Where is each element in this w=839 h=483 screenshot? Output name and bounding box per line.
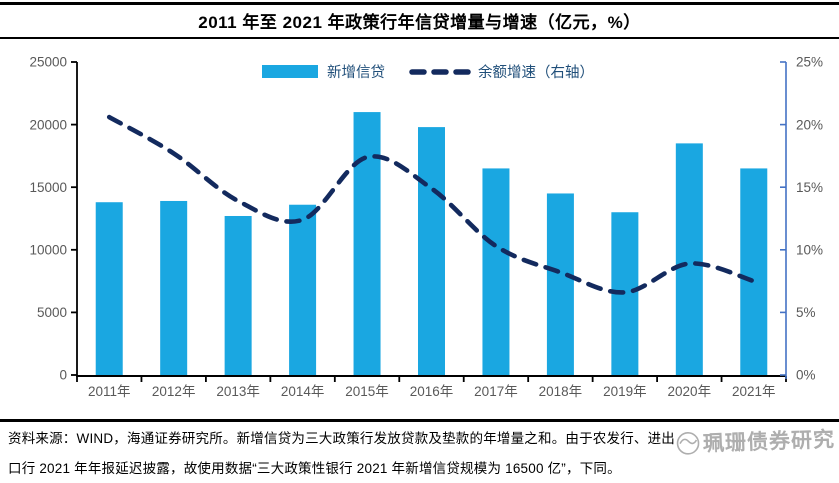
bar-2012年 (160, 200, 188, 375)
bar-2015年 (353, 112, 381, 375)
x-tick-label-2018年: 2018年 (539, 384, 583, 399)
x-tick-label-2019年: 2019年 (603, 384, 647, 399)
bar-2020年 (675, 143, 703, 375)
y-left-tick-label: 20000 (29, 117, 67, 132)
y-right-tick-label: 5% (796, 305, 816, 320)
y-left-tick-label: 15000 (29, 180, 67, 195)
y-left-tick-label: 0 (59, 368, 67, 383)
bar-2014年 (289, 204, 317, 375)
x-tick-label-2017年: 2017年 (474, 384, 518, 399)
trend-line (106, 114, 757, 295)
bar-2021年 (740, 168, 768, 375)
chart-plot-area: 0 5000 10000 15000 20000 25000 2011年 2012年 2013年… (29, 55, 823, 399)
x-tick-label-2011年: 2011年 (88, 384, 131, 399)
footer-divider (0, 419, 839, 422)
x-tick-label-2015年: 2015年 (345, 384, 389, 399)
chart-title: 2011 年至 2021 年政策行年信贷增量与增速（亿元，%） (198, 13, 641, 32)
y-right-tick-label: 10% (796, 243, 823, 258)
x-tick-label-2013年: 2013年 (216, 384, 260, 399)
y-left-tick-label: 10000 (29, 243, 67, 258)
bar-2018年 (546, 193, 574, 375)
y-left-tick-label: 5000 (37, 305, 67, 320)
legend-line-label: 余额增速（右轴） (478, 63, 594, 81)
bar-2013年 (224, 215, 252, 375)
y-right-tick-label: 0% (796, 368, 816, 383)
y-left-tick-label: 25000 (29, 55, 67, 70)
legend-bar-label: 新增信贷 (327, 64, 385, 81)
bar-2016年 (418, 127, 445, 375)
top-rule (0, 2, 839, 5)
source-note-line1: 资料来源：WIND，海通证券研究所。新增信贷为三大政策行发放贷款及垫款的年增量之… (8, 431, 675, 446)
x-tick-label-2012年: 2012年 (152, 384, 196, 399)
y-right-tick-label: 15% (796, 180, 823, 195)
y-right-tick-label: 20% (796, 117, 823, 132)
x-tick-label-2020年: 2020年 (668, 384, 712, 399)
bar-2017年 (482, 168, 510, 375)
legend-bar-swatch (262, 65, 318, 78)
x-tick-label-2016年: 2016年 (410, 384, 454, 399)
title-divider (0, 37, 839, 39)
x-tick-label-2021年: 2021年 (732, 384, 776, 399)
x-tick-label-2014年: 2014年 (281, 384, 325, 399)
source-note-line2: 口行 2021 年年报延迟披露，故使用数据“三大政策性银行 2021 年新增信贷… (8, 461, 621, 476)
bar-2011年 (95, 202, 123, 375)
y-right-tick-label: 25% (796, 55, 823, 70)
